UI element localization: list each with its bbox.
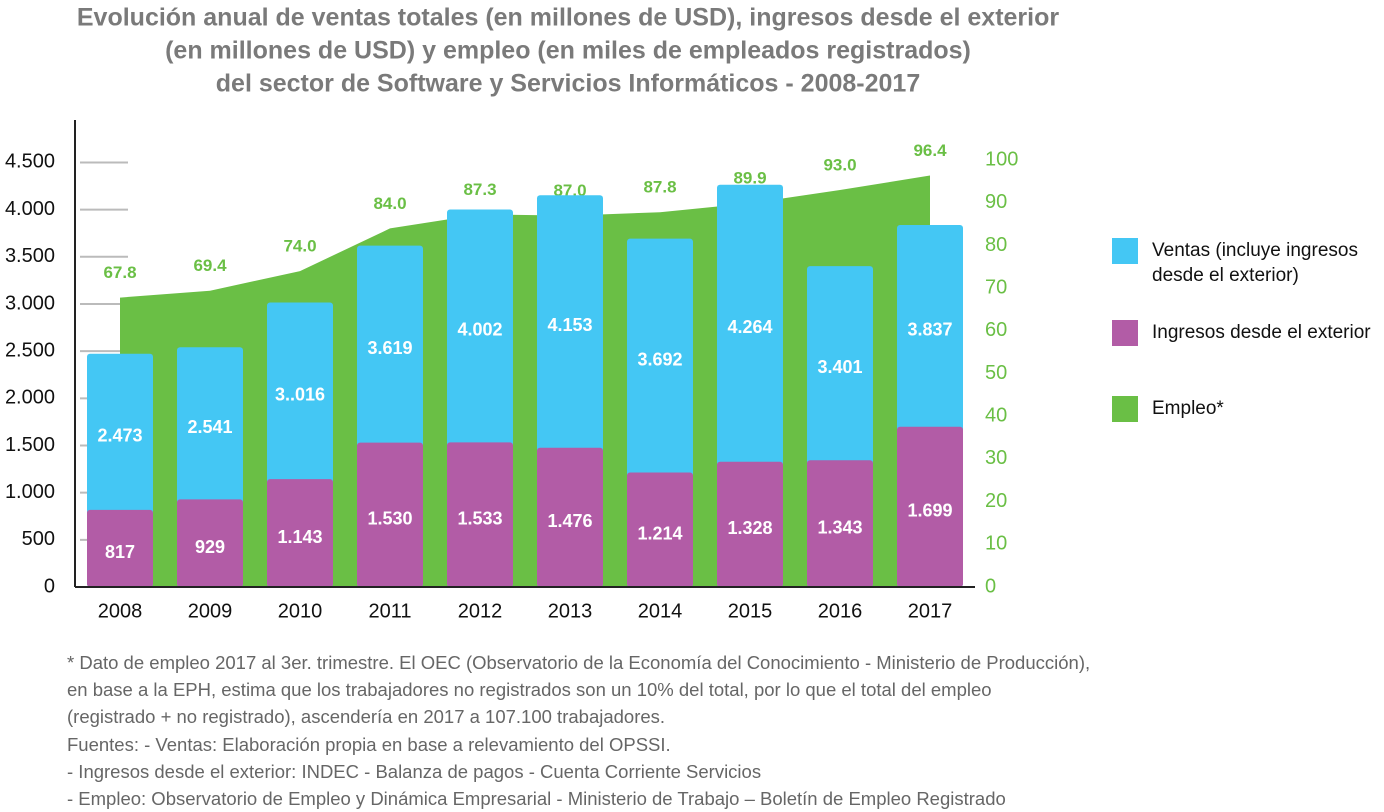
footnote-line: * Dato de empleo 2017 al 3er. trimestre.… (67, 652, 1091, 673)
y2-tick-label: 100 (985, 148, 1018, 170)
bar-value-label: 2.541 (187, 417, 232, 437)
y-tick-label: 1.000 (5, 481, 55, 503)
bar (447, 442, 513, 587)
bar-value-label: 2.473 (97, 426, 142, 446)
x-tick-label: 2011 (368, 600, 411, 622)
bar-value-label: 1.699 (907, 501, 952, 521)
x-tick-label: 2016 (818, 600, 863, 622)
y2-tick-label: 10 (985, 533, 1007, 555)
footnote-line: en base a la EPH, estima que los trabaja… (67, 679, 992, 701)
legend-item: Ventas (incluye ingresos desde el exteri… (1112, 238, 1382, 288)
x-tick-label: 2013 (548, 600, 593, 622)
footnote-line: - Ingresos desde el exterior: INDEC - Ba… (67, 760, 762, 782)
bar (177, 499, 243, 587)
y-tick-label: 2.000 (5, 387, 55, 409)
bar-value-label: 1.533 (457, 508, 502, 528)
legend-item: Empleo* (1112, 396, 1382, 422)
chart-title: (en millones de USD) y empleo (en miles … (165, 37, 971, 65)
area-value-label: 84.0 (373, 194, 406, 213)
y2-tick-label: 70 (985, 276, 1007, 298)
bar (87, 509, 153, 587)
chart-title: Evolución anual de ventas totales (en mi… (77, 4, 1059, 32)
y2-tick-label: 20 (985, 490, 1007, 512)
area-value-label: 74.0 (283, 237, 316, 256)
y2-tick-label: 90 (985, 191, 1007, 213)
bar-value-label: 3.837 (907, 320, 952, 340)
legend-swatch (1112, 396, 1138, 422)
area-value-label: 87.3 (463, 180, 496, 199)
x-tick-label: 2012 (458, 600, 503, 622)
area-value-label: 69.4 (193, 256, 227, 275)
footnote-line: - Empleo: Observatorio de Empleo y Dinám… (67, 788, 1006, 810)
y2-tick-label: 0 (985, 575, 996, 597)
x-tick-label: 2009 (188, 600, 233, 622)
area-value-label: 67.8 (103, 263, 136, 282)
y-tick-label: 3.000 (5, 292, 55, 314)
y-tick-label: 3.500 (5, 245, 55, 267)
legend-swatch (1112, 320, 1138, 346)
legend-label: Ingresos desde el exterior (1152, 322, 1371, 343)
area-value-label: 96.4 (913, 141, 947, 160)
bar-value-label: 4.264 (727, 317, 772, 337)
chart-title: del sector de Software y Servicios Infor… (216, 70, 920, 98)
y2-tick-label: 50 (985, 362, 1007, 384)
bar-value-label: 1.343 (817, 517, 862, 537)
footnotes: * Dato de empleo 2017 al 3er. trimestre.… (67, 649, 1090, 812)
bar (897, 426, 963, 587)
bar-value-label: 1.530 (367, 509, 412, 529)
bar-value-label: 1.143 (277, 527, 322, 547)
legend-label: Ventas (incluye ingresos desde el exteri… (1152, 240, 1358, 286)
y-tick-label: 4.500 (5, 151, 55, 173)
bar-value-label: 3.692 (637, 349, 682, 369)
bar (807, 460, 873, 587)
bar (267, 479, 333, 587)
y2-tick-label: 80 (985, 234, 1007, 256)
bar (357, 442, 423, 587)
footnote-line: (registrado + no registrado), ascendería… (67, 706, 666, 728)
x-tick-label: 2014 (638, 600, 683, 622)
x-tick-label: 2010 (278, 600, 323, 622)
bar-value-label: 3..016 (275, 385, 325, 405)
y-tick-label: 2.500 (5, 339, 55, 361)
bar-value-label: 929 (195, 537, 225, 557)
y2-tick-label: 40 (985, 405, 1007, 427)
y-tick-label: 4.000 (5, 198, 55, 220)
bar-value-label: 4.002 (457, 320, 502, 340)
legend-swatch (1112, 238, 1138, 264)
y-tick-label: 0 (44, 575, 55, 597)
x-tick-label: 2017 (908, 600, 953, 622)
area-value-label: 87.8 (643, 178, 676, 197)
area-value-label: 89.9 (733, 169, 766, 188)
legend-label: Empleo* (1152, 398, 1224, 419)
footnote-line: Fuentes: - Ventas: Elaboración propia en… (67, 733, 671, 755)
y-tick-label: 500 (22, 528, 55, 550)
bar-value-label: 817 (105, 542, 135, 562)
legend-item: Ingresos desde el exterior (1112, 320, 1382, 346)
bar-value-label: 3.401 (817, 357, 862, 377)
bar-value-label: 1.476 (547, 511, 592, 531)
bar-value-label: 4.153 (547, 315, 592, 335)
x-tick-label: 2015 (728, 600, 773, 622)
y2-tick-label: 30 (985, 447, 1007, 469)
bar-value-label: 1.214 (637, 523, 682, 543)
y-tick-label: 1.500 (5, 434, 55, 456)
y2-tick-label: 60 (985, 319, 1007, 341)
area-value-label: 93.0 (823, 155, 856, 174)
bar-value-label: 1.328 (727, 518, 772, 538)
bar-value-label: 3.619 (367, 338, 412, 358)
bar (537, 447, 603, 587)
x-tick-label: 2008 (98, 600, 143, 622)
bar (627, 472, 693, 587)
bar (717, 461, 783, 587)
